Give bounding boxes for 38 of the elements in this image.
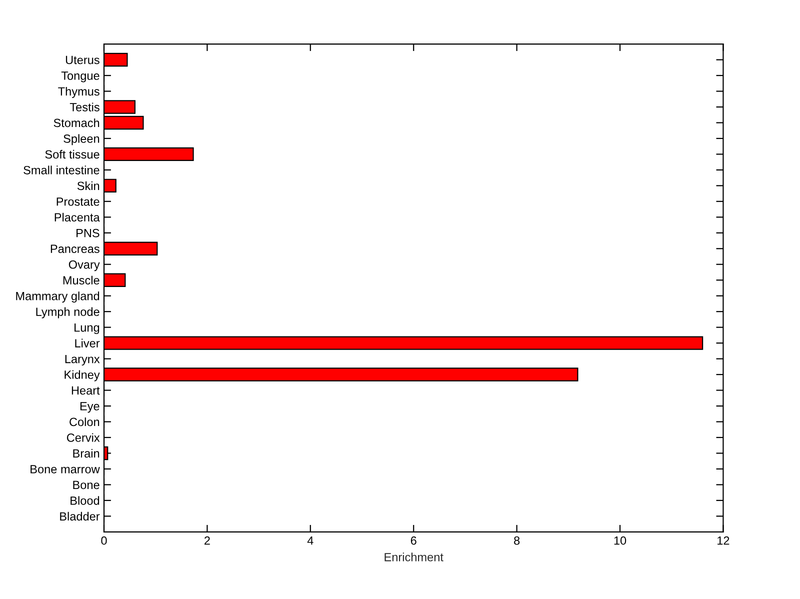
y-tick-label: Small intestine (24, 166, 100, 174)
y-tick-label: Mammary gland (16, 292, 100, 303)
y-tick-label: Colon (70, 417, 100, 426)
y-tick-label: Lung (74, 323, 100, 334)
y-tick-label: Kidney (64, 370, 100, 382)
x-tick-label: 4 (307, 536, 314, 545)
y-tick-label: Blood (70, 496, 100, 505)
y-tick-label: Thymus (58, 86, 100, 98)
y-tick-label: Prostate (56, 198, 100, 206)
y-tick-label: Skin (77, 181, 100, 190)
y-tick-label: Lymph node (36, 307, 100, 318)
y-tick-label: Liver (75, 338, 100, 348)
y-tick-label: Bone (73, 480, 100, 490)
y-tick-label: Bladder (60, 512, 100, 521)
x-axis-title: Enrichment (384, 552, 444, 562)
y-tick-label: Ovary (68, 260, 100, 272)
y-tick-label: Bone marrow (30, 465, 100, 474)
y-tick-label: Placenta (54, 212, 100, 222)
y-tick-label: Muscle (63, 276, 100, 284)
y-tick-label: Spleen (64, 134, 100, 146)
y-tick-label: Stomach (54, 118, 100, 128)
x-tick-label: 2 (204, 536, 210, 545)
y-tick-label: Soft tissue (45, 150, 100, 159)
y-tick-label: Pancreas (50, 244, 100, 254)
y-tick-label: Larynx (65, 354, 100, 366)
x-tick-label: 10 (614, 536, 626, 545)
y-tick-label: Cervix (66, 433, 100, 442)
y-tick-label: Eye (80, 402, 100, 413)
y-tick-label: PNS (76, 228, 100, 238)
x-tick-label: 12 (718, 536, 730, 545)
y-tick-label: Tongue (61, 72, 100, 82)
y-tick-label: Brain (73, 448, 100, 458)
y-tick-label: Uterus (66, 56, 100, 64)
x-tick-label: 0 (101, 536, 107, 545)
x-tick-label: 6 (410, 536, 416, 545)
y-tick-label: Heart (72, 386, 100, 395)
y-tick-label: Testis (70, 102, 100, 112)
x-tick-label: 8 (514, 536, 520, 545)
